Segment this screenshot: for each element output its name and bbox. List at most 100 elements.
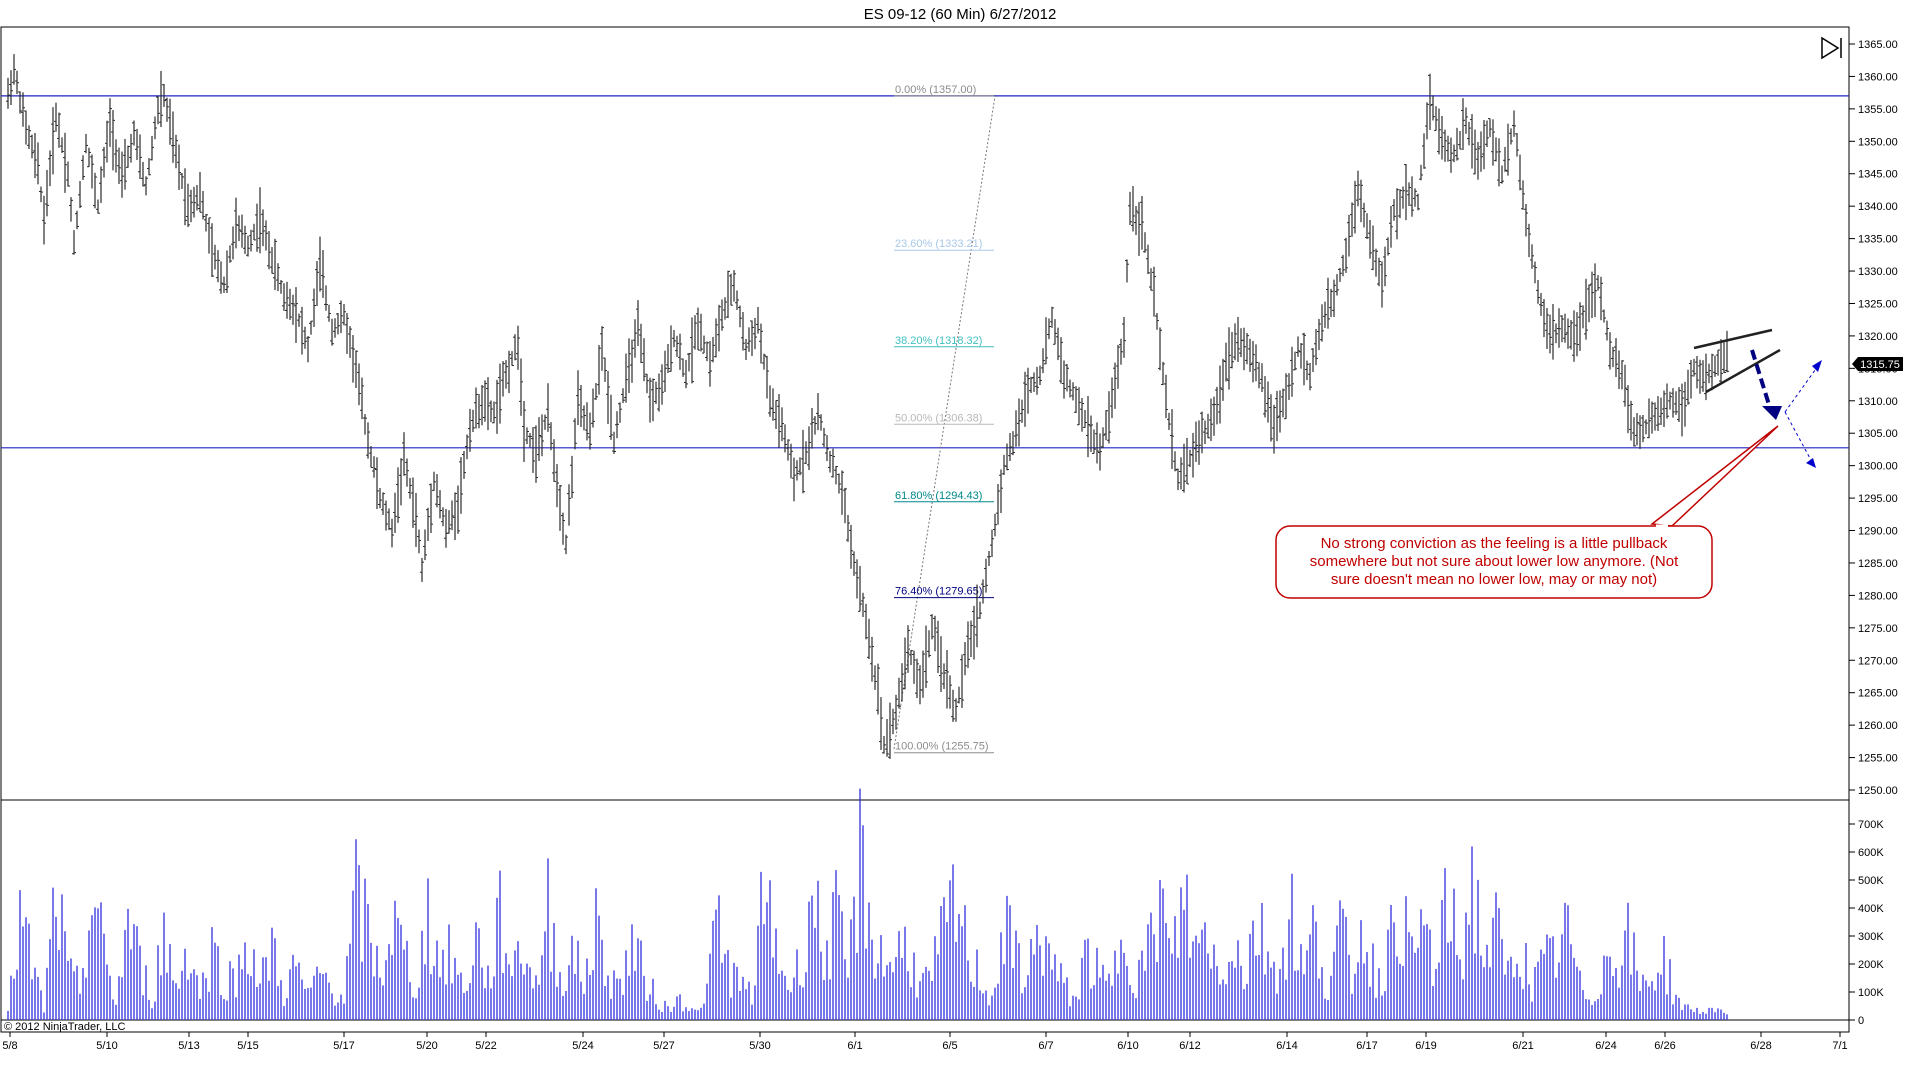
price-bar — [1194, 421, 1198, 462]
price-bar — [96, 199, 100, 214]
price-bar — [1446, 135, 1450, 162]
price-bar — [1719, 339, 1723, 384]
wedge-lower-line[interactable] — [1705, 348, 1781, 394]
price-bar — [294, 287, 298, 343]
wedge-upper-line[interactable] — [1693, 328, 1773, 350]
price-bar — [1242, 327, 1246, 371]
price-tick-label: 1320.00 — [1858, 331, 1898, 343]
price-bar — [768, 385, 772, 417]
price-bar — [1377, 257, 1381, 287]
price-tick-label: 1285.00 — [1858, 558, 1898, 570]
price-bar — [822, 427, 826, 447]
price-bar — [1680, 383, 1684, 437]
price-bar — [1590, 271, 1594, 319]
date-tick-label: 5/20 — [416, 1040, 437, 1052]
price-bar — [12, 54, 16, 85]
price-bar — [627, 338, 631, 394]
price-bar — [411, 477, 415, 528]
price-bar — [447, 510, 451, 534]
price-bar — [495, 379, 499, 434]
price-bar — [912, 650, 916, 684]
price-bar — [702, 335, 706, 354]
date-tick-label: 6/26 — [1654, 1040, 1675, 1052]
scroll-to-end-icon[interactable] — [1821, 36, 1842, 60]
price-bar — [1044, 317, 1048, 365]
callout-line-2: somewhere but not sure about lower low a… — [1310, 553, 1679, 570]
price-bar — [1221, 358, 1225, 401]
price-bar — [492, 401, 496, 424]
date-tick-label: 5/30 — [749, 1040, 770, 1052]
fib-level-label: 100.00% (1255.75) — [895, 741, 989, 753]
price-bar — [126, 145, 130, 168]
price-bar — [1197, 420, 1201, 465]
price-bar — [432, 471, 436, 491]
price-bar — [825, 435, 829, 461]
volume-tick-label: 600K — [1858, 847, 1884, 859]
price-bar — [1299, 343, 1303, 369]
price-bar — [1143, 232, 1147, 253]
volume-tick-label: 400K — [1858, 903, 1884, 915]
price-bar — [1275, 390, 1279, 442]
price-bar — [1212, 396, 1216, 436]
price-bar — [1185, 437, 1189, 485]
price-bar — [276, 263, 280, 292]
price-bar — [807, 426, 811, 471]
price-bar — [612, 431, 616, 454]
price-bar — [588, 412, 592, 450]
price-bar — [1365, 213, 1369, 239]
price-bar — [684, 359, 688, 389]
price-bar — [30, 134, 34, 159]
price-bar — [891, 708, 895, 735]
price-bar — [1284, 373, 1288, 420]
price-bar — [1107, 391, 1111, 444]
price-bar — [1173, 451, 1177, 472]
price-bar — [519, 358, 523, 416]
price-bar — [1647, 398, 1651, 439]
branch-arrow-down[interactable] — [1784, 411, 1813, 463]
price-bar — [213, 244, 217, 270]
price-bar — [1395, 188, 1399, 240]
price-bar — [534, 425, 538, 483]
price-bar — [1500, 165, 1504, 184]
price-bar — [453, 492, 457, 541]
price-bar — [1584, 278, 1588, 340]
price-bar — [660, 364, 664, 405]
price-bar — [297, 313, 301, 327]
price-bar — [111, 110, 115, 171]
price-bar — [438, 490, 442, 519]
price-bar — [1293, 351, 1297, 371]
price-bar — [1422, 133, 1426, 169]
price-bar — [1581, 305, 1585, 329]
projection-arrow-line[interactable] — [1750, 349, 1772, 409]
callout[interactable]: No strong conviction as the feeling is a… — [1275, 425, 1779, 599]
price-bar — [780, 407, 784, 442]
price-bar — [531, 426, 535, 473]
price-bar — [1080, 397, 1084, 432]
fib-level-label: 50.00% (1306.38) — [895, 412, 982, 424]
price-bar — [1110, 377, 1114, 419]
price-bar — [69, 197, 73, 222]
price-bar — [288, 288, 292, 320]
price-bar — [1344, 237, 1348, 273]
price-bars — [6, 54, 1729, 759]
price-bar — [615, 411, 619, 439]
price-bar — [336, 312, 340, 335]
price-bar — [93, 172, 97, 209]
branch-arrow-up[interactable] — [1784, 365, 1819, 413]
price-bar — [879, 697, 883, 750]
price-bar — [597, 345, 601, 395]
price-bar — [396, 467, 400, 523]
price-bar — [1230, 331, 1234, 369]
price-bar — [1119, 338, 1123, 365]
price-bar — [1296, 336, 1300, 357]
price-bar — [405, 458, 409, 487]
price-bar — [1098, 433, 1102, 471]
price-bar — [231, 226, 235, 260]
price-bar — [189, 189, 193, 223]
price-bar — [828, 450, 832, 473]
price-bar — [1554, 323, 1558, 344]
price-bar — [1506, 123, 1510, 176]
price-bar — [1071, 382, 1075, 401]
date-tick-label: 6/21 — [1512, 1040, 1533, 1052]
price-bar — [1716, 349, 1720, 376]
